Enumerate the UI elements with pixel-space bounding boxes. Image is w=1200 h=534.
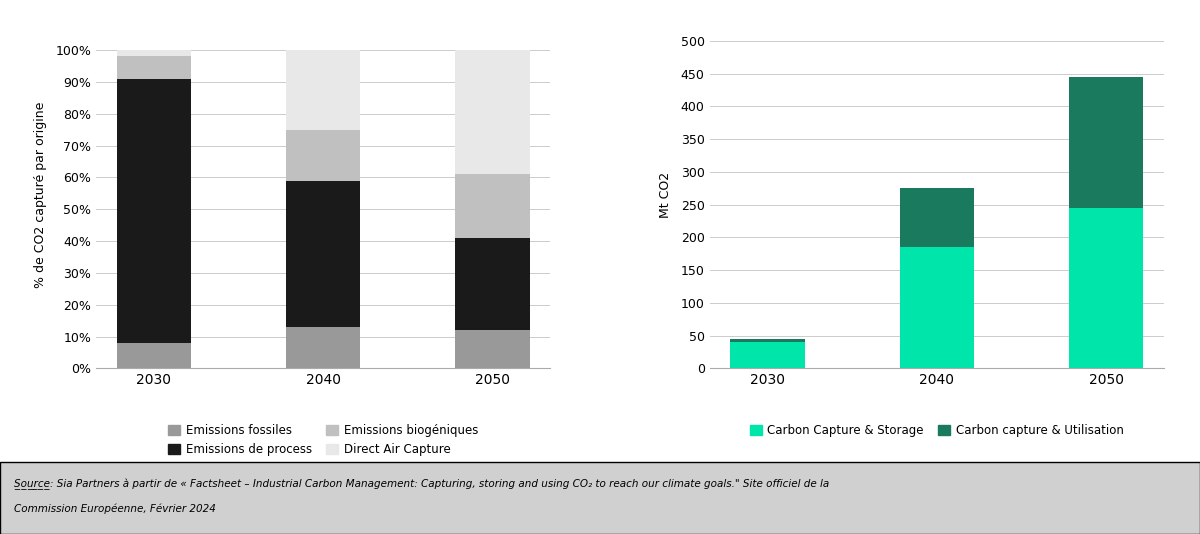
Y-axis label: % de CO2 capturé par origine: % de CO2 capturé par origine	[34, 101, 47, 288]
Bar	[286, 327, 360, 368]
Bar	[116, 57, 191, 78]
Bar	[455, 50, 530, 174]
Bar	[286, 130, 360, 180]
Bar	[116, 50, 191, 57]
Bar	[1069, 77, 1144, 208]
Bar	[900, 189, 974, 247]
Bar	[116, 78, 191, 343]
Bar	[286, 50, 360, 130]
Bar	[730, 342, 805, 368]
Bar	[116, 343, 191, 368]
Bar	[455, 174, 530, 238]
Text: Commission Européenne, Février 2024: Commission Européenne, Février 2024	[14, 503, 216, 514]
Text: S̲o̲u̲r̲c̲e̲: Sia Partners à partir de « Factsheet – Industrial Carbon Managemen: S̲o̲u̲r̲c̲e̲: Sia Partners à partir de «…	[14, 478, 829, 490]
Bar	[1069, 208, 1144, 368]
Legend: Carbon Capture & Storage, Carbon capture & Utilisation: Carbon Capture & Storage, Carbon capture…	[745, 420, 1128, 442]
Bar	[455, 238, 530, 330]
Bar	[900, 247, 974, 368]
Bar	[286, 180, 360, 327]
Y-axis label: Mt CO2: Mt CO2	[659, 172, 672, 218]
Legend: Emissions fossiles, Emissions de process, Emissions biogéniques, Direct Air Capt: Emissions fossiles, Emissions de process…	[163, 420, 482, 461]
Bar	[730, 339, 805, 342]
Bar	[455, 330, 530, 368]
